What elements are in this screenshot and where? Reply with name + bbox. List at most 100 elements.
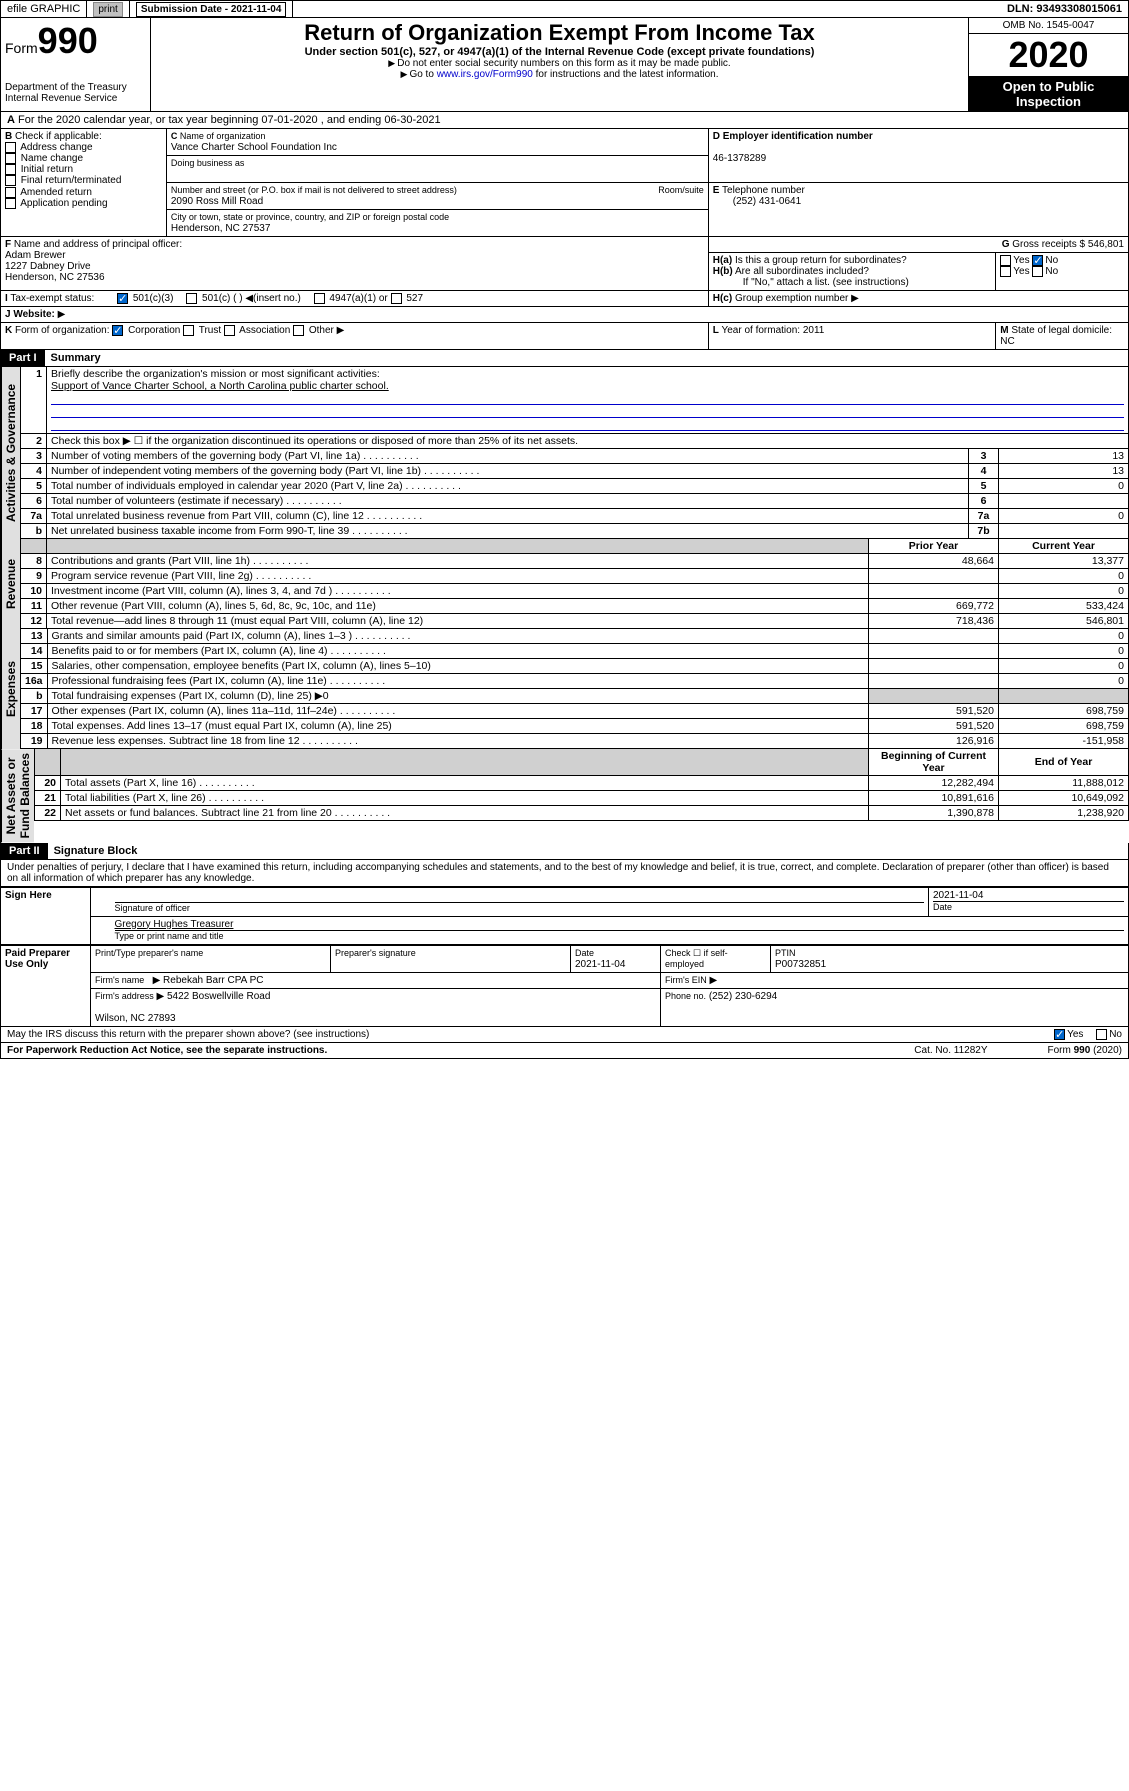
e-label: Telephone number [722, 185, 805, 196]
l-label: Year of formation: [721, 325, 800, 336]
check-initial-return[interactable] [5, 164, 16, 175]
check-name-change[interactable] [5, 153, 16, 164]
year-formation: 2011 [803, 325, 825, 336]
discuss-yes[interactable] [1054, 1029, 1065, 1040]
line6-label: Total number of volunteers (estimate if … [47, 494, 969, 509]
k-label: Form of organization: [15, 325, 110, 336]
line21-end: 10,649,092 [999, 791, 1129, 806]
dba-label: Doing business as [171, 158, 245, 168]
line16b-current [999, 689, 1129, 704]
check-final-return[interactable] [5, 175, 16, 186]
date-label: Date [933, 902, 952, 912]
part-i-label: Part I [1, 350, 45, 366]
begin-year-header: Beginning of Current Year [869, 749, 999, 776]
end-year-header: End of Year [999, 749, 1129, 776]
line19-prior: 126,916 [869, 734, 999, 749]
line9-prior [869, 569, 999, 584]
part-ii-label: Part II [1, 843, 48, 859]
dept-label: Department of the Treasury Internal Reve… [5, 82, 146, 104]
line19-current: -151,958 [999, 734, 1129, 749]
line12-current: 546,801 [999, 614, 1129, 629]
line10-current: 0 [999, 584, 1129, 599]
hc-label: Group exemption number [735, 293, 848, 304]
line7b-label: Net unrelated business taxable income fr… [47, 524, 969, 539]
line17-label: Other expenses (Part IX, column (A), lin… [47, 704, 868, 719]
check-501c[interactable] [186, 293, 197, 304]
check-application-pending[interactable] [5, 198, 16, 209]
discuss-row: May the IRS discuss this return with the… [0, 1027, 1129, 1043]
ha-yes[interactable] [1000, 255, 1011, 266]
part-i-header: Part I Summary [0, 350, 1129, 367]
line14-prior [869, 644, 999, 659]
line17-current: 698,759 [999, 704, 1129, 719]
d-label: Employer identification number [723, 131, 873, 142]
line21-label: Total liabilities (Part X, line 26) [61, 791, 869, 806]
irs-link[interactable]: www.irs.gov/Form990 [437, 69, 533, 80]
officer-name: Adam Brewer [5, 250, 66, 261]
check-501c3[interactable] [117, 293, 128, 304]
note-ssn: Do not enter social security numbers on … [155, 58, 964, 69]
line17-prior: 591,520 [869, 704, 999, 719]
open-inspection: Open to Public Inspection [969, 77, 1128, 111]
ptin-value: P00732851 [775, 959, 826, 970]
form-number: Form990 [5, 20, 146, 62]
line11-current: 533,424 [999, 599, 1129, 614]
b-label: Check if applicable: [15, 131, 102, 142]
tax-year: 2020 [969, 34, 1128, 77]
submission-date: Submission Date - 2021-11-04 [136, 2, 287, 17]
firm-ein-label: Firm's EIN [665, 975, 707, 985]
expenses-label: Expenses [1, 629, 20, 749]
paid-preparer-label: Paid Preparer Use Only [1, 945, 91, 1026]
c-name-label: Name of organization [180, 131, 266, 141]
check-address-change[interactable] [5, 142, 16, 153]
line16a-current: 0 [999, 674, 1129, 689]
dln: DLN: 93493308015061 [1001, 1, 1128, 17]
part-ii-header: Part II Signature Block [0, 843, 1129, 860]
line7b-value [999, 524, 1129, 539]
firm-addr-label: Firm's address [95, 991, 154, 1001]
check-trust[interactable] [183, 325, 194, 336]
hb-yes[interactable] [1000, 266, 1011, 277]
check-amended[interactable] [5, 187, 16, 198]
firm-phone-label: Phone no. [665, 991, 706, 1001]
line4-value: 13 [999, 464, 1129, 479]
print-button[interactable]: print [93, 2, 122, 17]
form-title: Return of Organization Exempt From Incom… [155, 20, 964, 46]
discuss-no[interactable] [1096, 1029, 1107, 1040]
form-header: Form990 Department of the Treasury Inter… [0, 18, 1129, 112]
check-corporation[interactable] [112, 325, 123, 336]
check-other[interactable] [293, 325, 304, 336]
line22-label: Net assets or fund balances. Subtract li… [61, 806, 869, 821]
ptin-label: PTIN [775, 948, 796, 958]
line13-current: 0 [999, 629, 1129, 644]
gross-receipts: 546,801 [1088, 239, 1124, 250]
m-label: State of legal domicile: [1011, 325, 1112, 336]
line5-value: 0 [999, 479, 1129, 494]
line16a-label: Professional fundraising fees (Part IX, … [47, 674, 868, 689]
line22-end: 1,238,920 [999, 806, 1129, 821]
revenue-label: Revenue [1, 539, 20, 629]
line13-label: Grants and similar amounts paid (Part IX… [47, 629, 868, 644]
line9-label: Program service revenue (Part VIII, line… [47, 569, 869, 584]
line15-label: Salaries, other compensation, employee b… [47, 659, 868, 674]
hb-label: Are all subordinates included? [735, 266, 869, 277]
line16a-prior [869, 674, 999, 689]
signature-label: Signature of officer [115, 903, 190, 913]
paid-preparer-block: Paid Preparer Use Only Print/Type prepar… [0, 945, 1129, 1027]
part-ii-title: Signature Block [48, 843, 144, 859]
check-527[interactable] [391, 293, 402, 304]
ha-no[interactable] [1032, 255, 1043, 266]
preparer-date: 2021-11-04 [575, 959, 625, 970]
hb-no[interactable] [1032, 266, 1043, 277]
j-label: Website: [13, 309, 55, 320]
check-4947[interactable] [314, 293, 325, 304]
street-address: 2090 Ross Mill Road [171, 196, 263, 207]
line5-label: Total number of individuals employed in … [47, 479, 969, 494]
addr-label: Number and street (or P.O. box if mail i… [171, 185, 457, 195]
line15-current: 0 [999, 659, 1129, 674]
entity-info: B Check if applicable: Address change Na… [0, 129, 1129, 350]
org-name: Vance Charter School Foundation Inc [171, 142, 337, 153]
hb-note: If "No," attach a list. (see instruction… [743, 277, 909, 288]
line14-label: Benefits paid to or for members (Part IX… [47, 644, 868, 659]
check-association[interactable] [224, 325, 235, 336]
